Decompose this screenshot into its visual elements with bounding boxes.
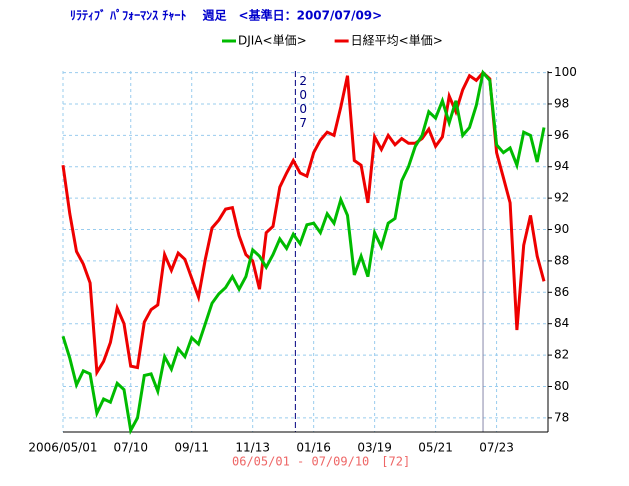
y-tick-label: 86 bbox=[554, 285, 569, 299]
y-tick-label: 94 bbox=[554, 159, 569, 173]
data-line bbox=[61, 70, 546, 378]
y-tick-label: 100 bbox=[554, 65, 577, 79]
x-tick-label: 05/21 bbox=[418, 441, 453, 455]
legend-label: 日経平均<単価> bbox=[351, 34, 443, 48]
x-tick-label: 03/19 bbox=[357, 441, 392, 455]
y-tick-label: 88 bbox=[554, 253, 569, 267]
chart-title: ﾘﾗﾃｨﾌﾞ ﾊﾟﾌｫｰﾏﾝｽ ﾁｬｰﾄ 週足 <基準日：2007/07/09> bbox=[70, 8, 382, 23]
y-tick-label: 98 bbox=[554, 96, 569, 110]
x-tick-label: 01/16 bbox=[296, 441, 331, 455]
x-tick-label: 07/23 bbox=[479, 441, 514, 455]
y-tick-label: 82 bbox=[554, 348, 569, 362]
x-tick-label: 09/11 bbox=[174, 441, 209, 455]
y-tick-label: 96 bbox=[554, 128, 569, 142]
y-tick-label: 90 bbox=[554, 222, 569, 236]
y-tick-label: 92 bbox=[554, 191, 569, 205]
legend-label: DJIA<単価> bbox=[238, 34, 307, 48]
x-tick-label: 11/13 bbox=[235, 441, 270, 455]
x-tick-label: 2006/05/01 bbox=[28, 441, 97, 455]
y-tick-label: 80 bbox=[554, 379, 569, 393]
x-tick-label: 07/10 bbox=[113, 441, 148, 455]
footer: 06/05/01 - 07/09/10 [72] bbox=[232, 455, 410, 469]
y-tick-label: 84 bbox=[554, 316, 569, 330]
data-line bbox=[61, 69, 546, 435]
y-tick-label: 78 bbox=[554, 410, 569, 424]
